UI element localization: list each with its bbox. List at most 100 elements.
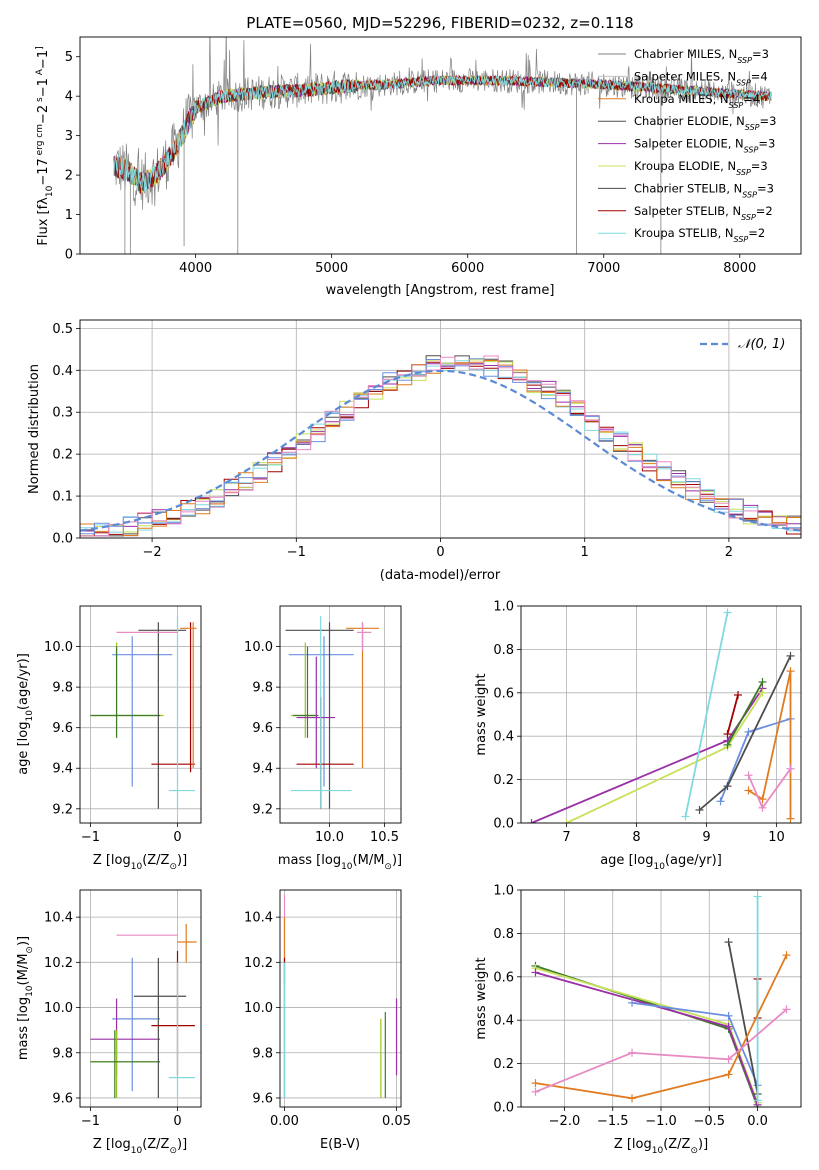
x-tick-label: 0: [173, 830, 181, 845]
x-axis-label: Z [log10(Z/Z⊙)]: [93, 853, 187, 872]
plot-area: [113, 37, 772, 254]
y-tick-label: 0.8: [493, 643, 514, 658]
y-axis-label: mass [log10(M/M⊙)]: [16, 936, 35, 1060]
x-tick-label: −1: [81, 1114, 100, 1129]
axes-frame: [520, 605, 802, 824]
y-tick-label: 9.8: [252, 1046, 273, 1061]
y-tick-label: 10.4: [44, 911, 73, 926]
weight-line: [747, 768, 792, 810]
y-tick-label: 9.8: [52, 1046, 73, 1061]
legend-label: Salpeter MILES, NSSP=4: [634, 69, 768, 87]
y-tick-label: 3: [65, 129, 73, 144]
axes-frame: [79, 319, 802, 539]
y-tick-label: 0.2: [52, 448, 73, 463]
legend-label: 𝒩(0, 1): [738, 337, 785, 352]
y-tick-label: 10.2: [44, 956, 73, 971]
x-tick-label: 0: [436, 545, 444, 560]
x-tick-label: 6000: [451, 261, 484, 276]
legend-label: Salpeter STELIB, NSSP=2: [634, 204, 773, 222]
y-tick-label: 0.3: [52, 406, 73, 421]
y-tick-label: 9.4: [252, 762, 273, 777]
legend-label: Kroupa MILES, NSSP=4: [634, 92, 760, 110]
legend-label: Salpeter ELODIE, NSSP=3: [634, 137, 775, 155]
y-tick-label: 9.8: [52, 681, 73, 696]
x-tick-label: 0.0: [747, 1114, 768, 1129]
x-tick-label: 10: [768, 830, 785, 845]
y-tick-label: 0.2: [493, 773, 514, 788]
axes-frame: [79, 889, 202, 1108]
y-tick-label: 0: [65, 248, 73, 263]
x-tick-label: 9: [702, 830, 710, 845]
y-tick-label: 0.4: [52, 364, 73, 379]
weight-line: [535, 1008, 788, 1093]
y-tick-label: 9.6: [252, 721, 273, 736]
weight-vs-metallicity-panel: −2.0 −1.5 −1.0 −0.5 0.0 0.0 0.2 0.4 0.6 0.8 1.0 Z […: [474, 884, 802, 1156]
x-tick-label: −2.0: [549, 1114, 581, 1129]
y-tick-label: 2: [65, 169, 73, 184]
y-tick-label: 10.0: [44, 640, 73, 655]
axes-frame: [520, 889, 802, 1108]
y-tick-label: 9.2: [252, 802, 273, 817]
legend-label: Chabrier MILES, NSSP=3: [634, 47, 769, 65]
y-tick-label: 10.0: [244, 1001, 273, 1016]
spectrum-panel: 4000 5000 6000 7000 8000 0 1 2 3 4 5 Chabrier MILES…: [35, 36, 802, 298]
plot-area: [90, 923, 197, 1098]
legend-label: Kroupa STELIB, NSSP=2: [634, 226, 765, 244]
y-axis-label: Normed distribution: [27, 364, 42, 494]
y-tick-label: 10.4: [244, 911, 273, 926]
x-tick-label: 5000: [315, 261, 348, 276]
plot-area: [285, 616, 379, 809]
y-tick-label: 1.0: [493, 600, 514, 615]
x-tick-label: 8000: [723, 261, 756, 276]
weight-line: [535, 967, 759, 1104]
plot-area: [283, 894, 398, 1098]
axes-frame: [79, 36, 802, 255]
x-axis-label: E(B-V): [320, 1137, 360, 1152]
weight-line: [535, 971, 759, 1106]
age-vs-mass-panel: 10.0 10.5 9.2 9.4 9.6 9.8 10.0 mass [log10(M/M⊙…: [244, 605, 402, 872]
gaussian-curve: [80, 369, 801, 532]
y-tick-label: 0.2: [493, 1057, 514, 1072]
weight-line: [726, 681, 764, 746]
y-tick-label: 0.6: [493, 970, 514, 985]
y-axis-label: Flux [fλ10−17 erg cm−2 s−1 A−1]: [35, 46, 55, 245]
weight-line: [726, 694, 739, 735]
figure-title: PLATE=0560, MJD=52296, FIBERID=0232, z=0…: [246, 14, 633, 32]
y-tick-label: 9.6: [52, 721, 73, 736]
y-tick-label: 9.6: [52, 1091, 73, 1106]
y-tick-label: 0.6: [493, 686, 514, 701]
y-tick-label: 0.8: [493, 927, 514, 942]
x-tick-label: 10.5: [370, 830, 399, 845]
legend-label: Kroupa ELODIE, NSSP=3: [634, 159, 768, 177]
x-tick-label: −1.0: [645, 1114, 677, 1129]
y-tick-label: 0.4: [493, 730, 514, 745]
axes-frame: [279, 889, 402, 1108]
legend-label: Chabrier ELODIE, NSSP=3: [634, 114, 776, 132]
y-tick-label: 10.2: [244, 956, 273, 971]
y-tick-label: 0.0: [493, 1101, 514, 1116]
mass-vs-ebv-panel: 0.00 0.05 9.6 9.8 10.0 10.2 10.4 E(B-V): [244, 889, 411, 1152]
x-tick-label: 7000: [587, 261, 620, 276]
plot-area: [90, 616, 197, 809]
weight-line: [684, 612, 729, 817]
y-tick-label: 10.0: [44, 1001, 73, 1016]
age-vs-metallicity-panel: −1 0 9.2 9.4 9.6 9.8 10.0 Z [log10(Z/Z⊙)] age [l…: [16, 605, 202, 872]
y-axis-label: mass weight: [474, 957, 489, 1039]
y-tick-label: 0.4: [493, 1014, 514, 1029]
legend-label: Chabrier STELIB, NSSP=3: [634, 181, 774, 199]
y-tick-label: 5: [65, 50, 73, 65]
x-tick-label: 2: [725, 545, 733, 560]
x-axis-label: (data-model)/error: [380, 568, 501, 583]
axes-frame: [279, 605, 402, 824]
x-axis-label: age [log10(age/yr)]: [600, 853, 722, 872]
y-tick-label: 9.4: [52, 762, 73, 777]
y-tick-label: 10.0: [244, 640, 273, 655]
x-tick-label: −2: [143, 545, 162, 560]
y-tick-label: 9.6: [252, 1091, 273, 1106]
weight-line: [535, 954, 788, 1100]
x-tick-label: 0: [173, 1114, 181, 1129]
y-tick-label: 4: [65, 90, 73, 105]
spectrum-model-line: [113, 74, 772, 192]
y-tick-label: 9.8: [252, 681, 273, 696]
